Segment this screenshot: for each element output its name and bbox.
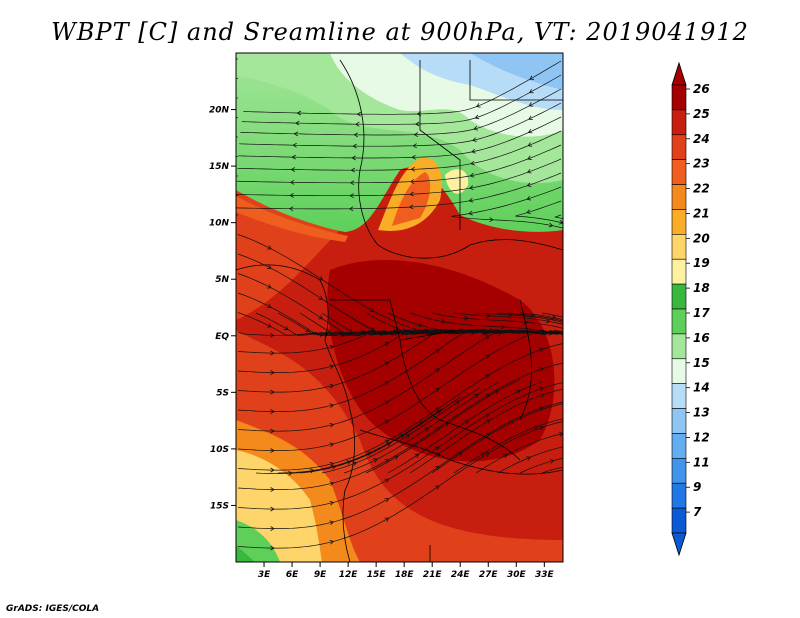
colorbar-swatch (671, 333, 687, 360)
colorbar-label: 13 (693, 406, 710, 420)
colorbar-swatch (671, 458, 687, 484)
lon-tick-label: 33E (535, 570, 555, 580)
lon-tick-label: 3E (258, 570, 271, 580)
colorbar-swatch (671, 109, 687, 136)
colorbar-label: 9 (693, 480, 701, 494)
colorbar-label: 15 (693, 356, 710, 370)
colorbar-label: 23 (693, 157, 710, 171)
colorbar-swatch (671, 134, 687, 160)
lon-tick-label: 18E (395, 570, 415, 580)
colorbar-swatch (671, 408, 687, 434)
colorbar-swatch (671, 383, 687, 409)
colorbar-label: 26 (693, 82, 710, 96)
lon-tick-label: 15E (367, 570, 387, 580)
lon-tick-label: 9E (314, 570, 327, 580)
colorbar-label: 25 (693, 107, 710, 121)
colorbar-swatch (671, 84, 687, 111)
lat-tick-label: 15S (210, 501, 229, 511)
colorbar-label: 14 (693, 381, 710, 395)
colorbar-swatch (671, 358, 687, 384)
colorbar-label: 24 (693, 132, 710, 146)
map-frame (235, 52, 564, 563)
colorbar-label: 21 (693, 206, 710, 220)
streamlines (236, 58, 563, 551)
colorbar-label: 22 (693, 182, 710, 196)
colorbar-swatch (671, 308, 687, 335)
wbpt-field (236, 53, 563, 562)
colorbar: 26 25 24 23 22 21 20 19 18 17 16 15 14 13 12 11 9 7 (671, 61, 710, 557)
latitude-axis: 20N 15N 10N 5N EQ 5S 10S 15S (209, 106, 236, 511)
colorbar-label: 16 (693, 331, 710, 345)
footer-credit: GrADS: IGES/COLA (6, 604, 100, 614)
lon-tick-label: 21E (423, 570, 443, 580)
colorbar-label: 18 (693, 281, 710, 295)
lat-tick-label: 10N (209, 219, 230, 229)
colorbar-swatch (671, 184, 687, 210)
lon-tick-label: 6E (286, 570, 299, 580)
colorbar-bottom-arrow (671, 532, 687, 557)
colorbar-label: 20 (693, 231, 710, 245)
colorbar-label: 19 (693, 256, 710, 270)
lon-tick-label: 27E (479, 570, 499, 580)
lat-tick-label: 15N (209, 162, 230, 172)
colorbar-swatch (671, 209, 687, 235)
colorbar-label: 11 (693, 455, 710, 469)
colorbar-label: 17 (693, 306, 710, 320)
lat-tick-label: 10S (210, 445, 229, 455)
lat-tick-label: 20N (209, 106, 230, 116)
country-borders (236, 59, 563, 562)
longitude-axis: 3E 6E 9E 12E 15E 18E 21E 24E 27E 30E 33E (258, 562, 555, 580)
lat-tick-label: 5N (215, 275, 229, 285)
chart-title: WBPT [C] and Sreamline at 900hPa, VT: 20… (51, 18, 749, 46)
colorbar-swatch (671, 234, 687, 260)
lon-tick-label: 30E (507, 570, 527, 580)
lon-tick-label: 12E (339, 570, 359, 580)
colorbar-label: 7 (693, 505, 702, 519)
lat-tick-label: EQ (215, 332, 229, 342)
colorbar-swatch (671, 283, 687, 310)
colorbar-top-arrow (671, 61, 687, 86)
lat-tick-label: 5S (216, 388, 229, 398)
colorbar-swatch (671, 507, 687, 534)
colorbar-label: 12 (693, 430, 710, 444)
colorbar-swatch (671, 482, 687, 509)
lon-tick-label: 24E (451, 570, 471, 580)
colorbar-swatch (671, 258, 687, 285)
colorbar-swatch (671, 433, 687, 459)
colorbar-swatch (671, 159, 687, 185)
